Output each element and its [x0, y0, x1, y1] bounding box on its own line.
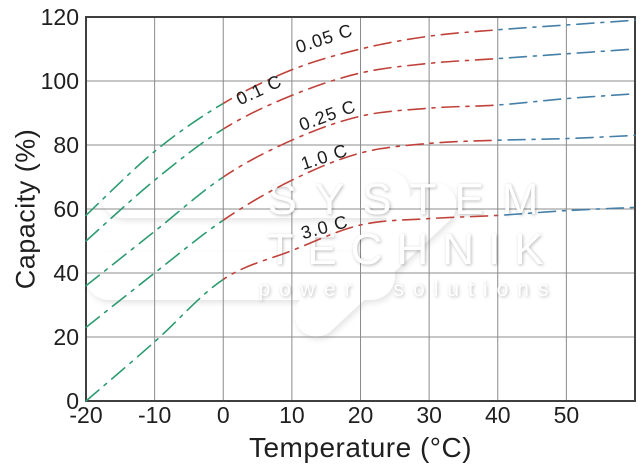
- x-tick-label: 10: [279, 402, 305, 428]
- y-tick-label: 40: [53, 260, 79, 286]
- watermark-tagline: power solutions: [259, 278, 558, 301]
- x-tick-label: 20: [348, 402, 374, 428]
- x-tick-label: -10: [138, 402, 171, 428]
- y-tick-label: 120: [41, 4, 79, 30]
- curve-0.25C-warm-segment: [497, 93, 636, 106]
- y-tick-label: 60: [53, 196, 79, 222]
- y-axis-title: Capacity (%): [10, 128, 41, 290]
- watermark-logo-swoosh: [85, 170, 457, 337]
- tick-labels: -20 -10 0 10 20 30 40 50 0 20 40 60 80 100 120: [41, 4, 580, 428]
- y-tick-label: 100: [41, 68, 79, 94]
- curves: [85, 19, 636, 402]
- y-tick-label: 20: [53, 324, 79, 350]
- curve-1.0C-warm-segment: [497, 134, 636, 142]
- curve-3.0C-cold-segment: [85, 278, 224, 402]
- curve-3.0C-mid-segment: [223, 214, 498, 281]
- curve-label-0.1C: 0.1 C: [233, 71, 285, 109]
- curve-3.0C-warm-segment: [497, 206, 636, 217]
- x-tick-label: 40: [485, 402, 511, 428]
- x-tick-label: 50: [554, 402, 580, 428]
- watermark-brand-line1: SYSTEM: [268, 175, 557, 224]
- curve-0.25C-cold-segment: [85, 176, 224, 287]
- x-tick-label: 30: [416, 402, 442, 428]
- x-tick-label: -20: [69, 402, 102, 428]
- y-tick-label: 0: [66, 388, 79, 414]
- x-axis-title: Temperature (°C): [248, 432, 473, 463]
- plot-border: [85, 16, 636, 402]
- curve-label-0.25C: 0.25 C: [296, 96, 358, 135]
- curve-label-0.05C: 0.05 C: [293, 20, 355, 57]
- curve-0.1C-warm-segment: [497, 48, 636, 60]
- curve-1.0C-cold-segment: [85, 219, 224, 329]
- curve-0.1C-cold-segment: [85, 128, 224, 242]
- curve-0.05C-warm-segment: [497, 19, 636, 31]
- watermark-brand-line2: TECHNIK: [266, 225, 557, 274]
- y-tick-label: 80: [53, 132, 79, 158]
- x-tick-label: 0: [217, 402, 230, 428]
- curve-0.05C-cold-segment: [85, 102, 224, 217]
